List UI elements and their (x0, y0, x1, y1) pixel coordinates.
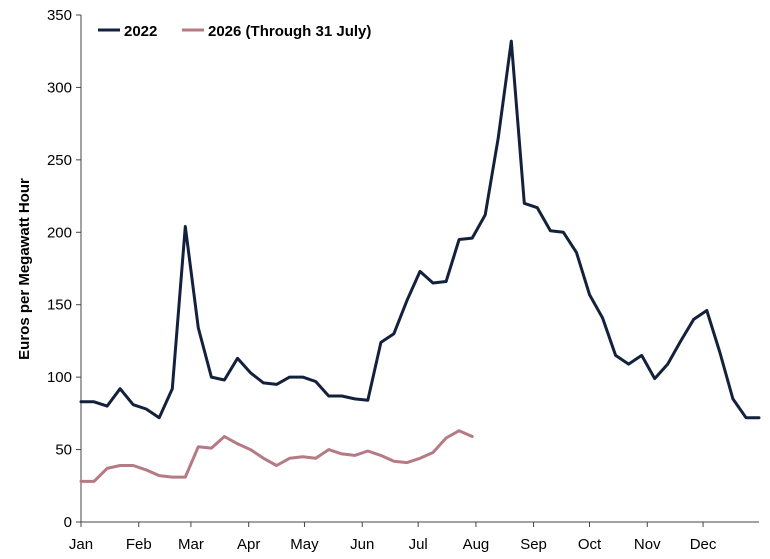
y-axis-title: Euros per Megawatt Hour (16, 178, 33, 360)
y-tick-label: 300 (47, 79, 72, 96)
x-tick-labels: Jan Feb Mar Apr May Jun Jul Aug Sep Oct Nov Dec (69, 536, 717, 553)
x-tick-label: Jan (69, 536, 93, 553)
x-tick-label: Nov (634, 536, 661, 553)
legend: 2022 2026 (Through 31 July) (98, 23, 371, 40)
series-line-1 (79, 429, 474, 483)
y-tick-label: 350 (47, 7, 72, 24)
series-lines (79, 39, 761, 483)
chart-axes (76, 14, 759, 527)
y-tick-label: 250 (47, 152, 72, 169)
y-tick-labels: 0 50 100 150 200 250 300 350 (47, 7, 72, 531)
x-tick-label: Dec (690, 536, 717, 553)
x-tick-label: Aug (463, 536, 490, 553)
x-tick-label: May (290, 536, 319, 553)
y-tick-label: 150 (47, 297, 72, 314)
x-tick-label: Oct (578, 536, 602, 553)
y-tick-label: 200 (47, 224, 72, 241)
y-tick-label: 50 (55, 442, 72, 459)
y-tick-label: 100 (47, 369, 72, 386)
y-tick-label: 0 (64, 514, 72, 531)
x-tick-label: Jun (350, 536, 374, 553)
x-tick-label: Mar (178, 536, 204, 553)
x-tick-label: Feb (126, 536, 152, 553)
legend-label-2022: 2022 (124, 23, 157, 40)
x-tick-label: Apr (237, 536, 260, 553)
series-line-0 (79, 39, 761, 420)
x-tick-label: Sep (520, 536, 547, 553)
legend-label-2026: 2026 (Through 31 July) (208, 23, 371, 40)
x-tick-label: Jul (409, 536, 428, 553)
